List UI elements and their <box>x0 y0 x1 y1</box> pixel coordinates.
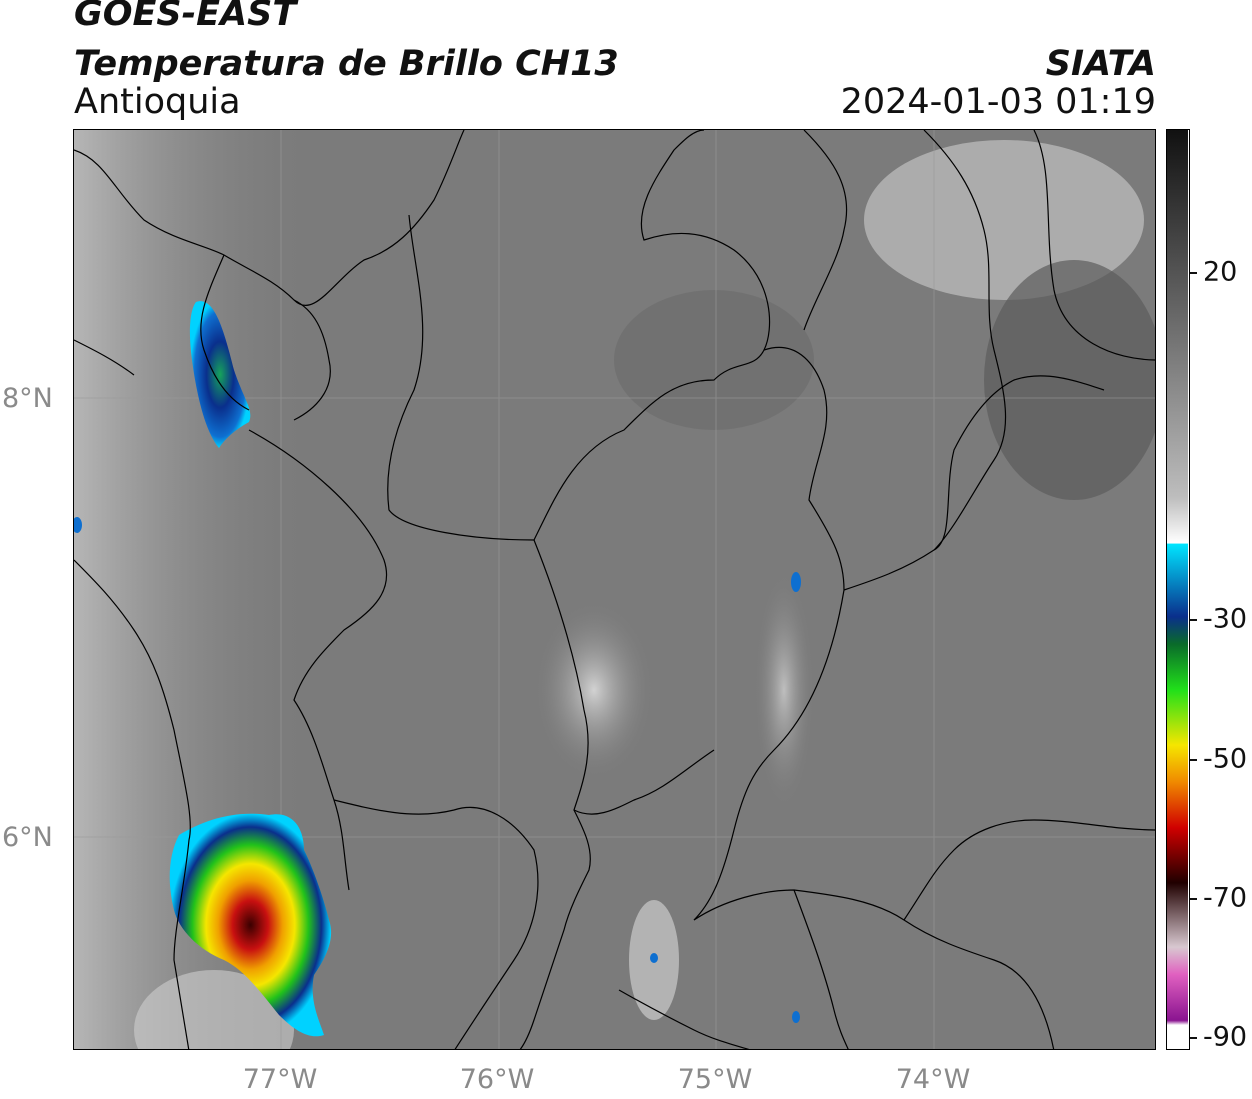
colorbar-label-minus30: -30 <box>1203 603 1248 635</box>
colorbar-gradient <box>1167 130 1188 1048</box>
colorbar-tick-mark <box>1190 619 1197 621</box>
title-region: Antioquia <box>74 82 241 122</box>
lon-label-76w: 76°W <box>459 1064 535 1095</box>
political-borders <box>74 130 1155 1049</box>
satellite-map <box>73 129 1156 1050</box>
colorbar-label-20: 20 <box>1203 256 1238 288</box>
colorbar-label-minus90: -90 <box>1203 1021 1248 1053</box>
lat-label-6n: 6°N <box>2 822 53 853</box>
lon-label-74w: 74°W <box>895 1064 971 1095</box>
title-product: Temperatura de Brillo CH13 <box>74 44 619 84</box>
lat-label-8n: 8°N <box>2 383 53 414</box>
colorbar-label-minus70: -70 <box>1203 882 1248 914</box>
colorbar-tick-mark <box>1190 272 1197 274</box>
cold-cloud-cell-east <box>791 572 801 592</box>
cold-cloud-cell-south <box>650 953 658 963</box>
cold-cloud-cell-west <box>74 517 82 533</box>
cold-cloud-uraba <box>189 301 251 448</box>
lon-label-77w: 77°W <box>242 1064 318 1095</box>
colorbar-tick-mark <box>1190 759 1197 761</box>
timestamp-label: 2024-01-03 01:19 <box>840 82 1156 122</box>
cold-cloud-choco <box>169 813 332 1037</box>
organization-label: SIATA <box>1045 44 1156 84</box>
lon-label-75w: 75°W <box>677 1064 753 1095</box>
title-satellite: GOES-EAST <box>74 0 297 34</box>
map-canvas <box>74 130 1155 1049</box>
cold-cloud-cell-southeast <box>792 1011 800 1023</box>
colorbar-label-minus50: -50 <box>1203 743 1248 775</box>
colorbar-tick-mark <box>1190 1037 1197 1039</box>
colorbar <box>1166 129 1190 1050</box>
colorbar-tick-mark <box>1190 898 1197 900</box>
